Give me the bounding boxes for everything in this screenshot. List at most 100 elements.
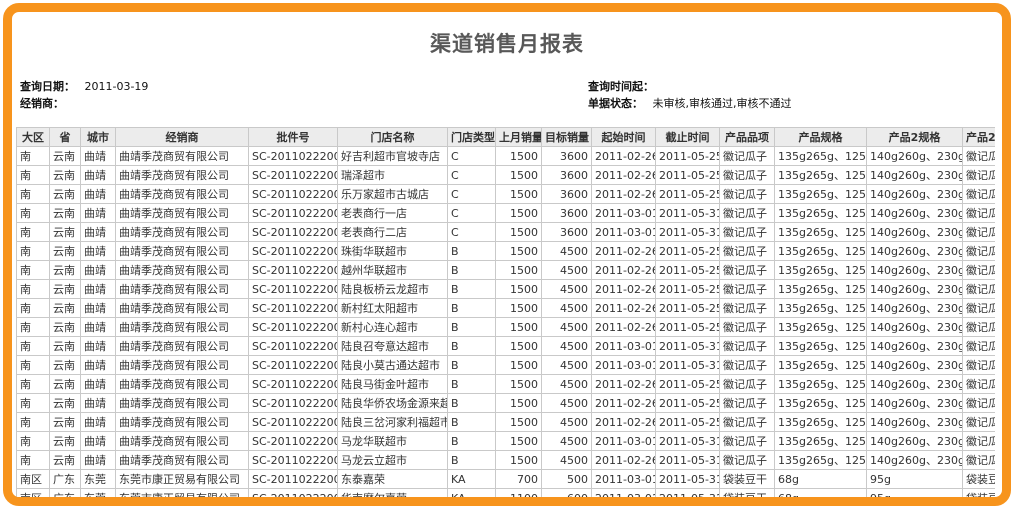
table-row: 南云南曲靖曲靖季茂商贸有限公司SC-201102220010越州华联超市B150… bbox=[16, 260, 995, 280]
table-cell: 135g265g、125g香 bbox=[774, 393, 867, 413]
table-cell: 2011-02-26 bbox=[591, 374, 656, 394]
table-cell: 2011-03-01 bbox=[591, 336, 656, 356]
table-cell: 3600 bbox=[541, 165, 592, 185]
column-header-6: 门店名称 bbox=[337, 127, 448, 147]
table-cell: 135g265g、125g香 bbox=[774, 203, 867, 223]
table-cell: 2011-05-31 bbox=[655, 336, 720, 356]
table-cell: 135g265g、125g香 bbox=[774, 146, 867, 166]
table-cell: 徽记瓜子 bbox=[719, 279, 775, 299]
table-cell: 1500 bbox=[495, 203, 542, 223]
table-cell: 140g260g、230g香 bbox=[866, 165, 963, 185]
table-row: 南云南曲靖曲靖季茂商贸有限公司SC-201102220010好吉利超市官坡寺店C… bbox=[16, 146, 995, 166]
table-cell: 2011-05-25 bbox=[655, 412, 720, 432]
table-cell: 南区 bbox=[16, 469, 50, 489]
table-cell: 135g265g、125g香 bbox=[774, 412, 867, 432]
table-cell: 老表商行一店 bbox=[337, 203, 448, 223]
table-cell: B bbox=[447, 241, 496, 261]
table-cell: 南 bbox=[16, 203, 50, 223]
table-cell: 3600 bbox=[541, 203, 592, 223]
table-cell: 南 bbox=[16, 260, 50, 280]
table-cell: 南 bbox=[16, 355, 50, 375]
table-row: 南云南曲靖曲靖季茂商贸有限公司SC-201102220010陆良马街金叶超市B1… bbox=[16, 374, 995, 394]
table-cell: 2011-02-26 bbox=[591, 450, 656, 470]
table-cell: 135g265g、125g香 bbox=[774, 317, 867, 337]
table-cell: 135g265g、125g香 bbox=[774, 241, 867, 261]
table-cell: 徽记瓜子 bbox=[962, 336, 995, 356]
table-cell: 曲靖季茂商贸有限公司 bbox=[115, 393, 249, 413]
table-cell: 新村心连心超市 bbox=[337, 317, 448, 337]
table-cell: C bbox=[447, 222, 496, 242]
report-table: 大区省城市 经销商 批件号 门店名称 门店类型 上月销量 目标销量 起始时间 截止时间 产品品项产… bbox=[16, 127, 995, 497]
table-cell: 4500 bbox=[541, 431, 592, 451]
table-cell: 云南 bbox=[49, 412, 81, 432]
table-cell: 曲靖 bbox=[80, 431, 116, 451]
table-cell: 徽记瓜子 bbox=[962, 298, 995, 318]
table-cell: 135g265g、125g香 bbox=[774, 260, 867, 280]
table-cell: 140g260g、230g香 bbox=[866, 450, 963, 470]
query-time-start-label: 查询时间起： bbox=[588, 80, 654, 93]
table-cell: 140g260g、230g香 bbox=[866, 317, 963, 337]
table-cell: 陆良马街金叶超市 bbox=[337, 374, 448, 394]
table-cell: 500 bbox=[541, 469, 592, 489]
table-cell: 1500 bbox=[495, 146, 542, 166]
column-header-5: 批件号 bbox=[248, 127, 338, 147]
table-cell: 曲靖 bbox=[80, 146, 116, 166]
table-cell: SC-201102220010 bbox=[248, 203, 338, 223]
table-cell: 徽记瓜子 bbox=[962, 431, 995, 451]
table-cell: 1100 bbox=[495, 488, 542, 497]
table-cell: B bbox=[447, 336, 496, 356]
query-date-value: 2011-03-19 bbox=[84, 80, 149, 93]
table-header-row: 大区省城市 经销商 批件号 门店名称 门店类型 上月销量 目标销量 起始时间 截止时间 产品品项产… bbox=[16, 127, 995, 147]
table-cell: 云南 bbox=[49, 298, 81, 318]
table-cell: 2011-05-31 bbox=[655, 469, 720, 489]
table-cell: C bbox=[447, 165, 496, 185]
table-body: 南云南曲靖曲靖季茂商贸有限公司SC-201102220010好吉利超市官坡寺店C… bbox=[16, 146, 995, 497]
table-cell: 徽记瓜子 bbox=[719, 355, 775, 375]
table-cell: 曲靖 bbox=[80, 412, 116, 432]
table-cell: 徽记瓜子 bbox=[962, 203, 995, 223]
table-cell: B bbox=[447, 279, 496, 299]
table-cell: 徽记瓜子 bbox=[719, 431, 775, 451]
table-cell: 2011-03-01 bbox=[591, 431, 656, 451]
column-header-2: 省 bbox=[49, 127, 81, 147]
table-cell: SC-201102220010 bbox=[248, 165, 338, 185]
table-row: 南云南曲靖曲靖季茂商贸有限公司SC-201102220010陆良三岔河家利福超市… bbox=[16, 412, 995, 432]
table-cell: 4500 bbox=[541, 279, 592, 299]
table-cell: 2011-05-25 bbox=[655, 298, 720, 318]
table-cell: 陆良华侨农场金源来超市 bbox=[337, 393, 448, 413]
table-cell: 东泰嘉荣 bbox=[337, 469, 448, 489]
table-cell: 南 bbox=[16, 336, 50, 356]
table-cell: 4500 bbox=[541, 374, 592, 394]
table-cell: 徽记瓜子 bbox=[962, 450, 995, 470]
table-cell: 瑞泽超市 bbox=[337, 165, 448, 185]
table-row: 南区广东东莞东莞市康正贸易有限公司SC-201102220012华南摩尔嘉荣KA… bbox=[16, 488, 995, 497]
table-cell: 700 bbox=[495, 469, 542, 489]
table-cell: 135g265g、125g香 bbox=[774, 279, 867, 299]
table-cell: 南 bbox=[16, 184, 50, 204]
table-cell: 徽记瓜子 bbox=[719, 317, 775, 337]
table-row: 南云南曲靖曲靖季茂商贸有限公司SC-201102220010陆良召夸意达超市B1… bbox=[16, 336, 995, 356]
table-cell: 马龙华联超市 bbox=[337, 431, 448, 451]
table-cell: 2011-03-01 bbox=[591, 488, 656, 497]
table-cell: SC-201102220012 bbox=[248, 469, 338, 489]
table-cell: 135g265g、125g香 bbox=[774, 355, 867, 375]
table-cell: 徽记瓜子 bbox=[719, 374, 775, 394]
table-cell: 东莞市康正贸易有限公司 bbox=[115, 488, 249, 497]
table-cell: SC-201102220010 bbox=[248, 355, 338, 375]
table-cell: 2011-05-25 bbox=[655, 374, 720, 394]
table-cell: 袋装豆干 bbox=[719, 469, 775, 489]
table-cell: 南 bbox=[16, 450, 50, 470]
table-cell: 曲靖季茂商贸有限公司 bbox=[115, 336, 249, 356]
page-title: 渠道销售月报表 bbox=[430, 32, 584, 56]
table-cell: B bbox=[447, 374, 496, 394]
table-cell: 2011-05-25 bbox=[655, 393, 720, 413]
table-cell: 徽记瓜子 bbox=[962, 393, 995, 413]
table-cell: 2011-05-31 bbox=[655, 488, 720, 497]
table-cell: 南 bbox=[16, 146, 50, 166]
table-cell: 68g bbox=[774, 488, 867, 497]
table-cell: 曲靖季茂商贸有限公司 bbox=[115, 431, 249, 451]
table-cell: 曲靖 bbox=[80, 241, 116, 261]
table-cell: SC-201102220010 bbox=[248, 279, 338, 299]
table-cell: 1500 bbox=[495, 260, 542, 280]
table-cell: 135g265g、125g香 bbox=[774, 431, 867, 451]
